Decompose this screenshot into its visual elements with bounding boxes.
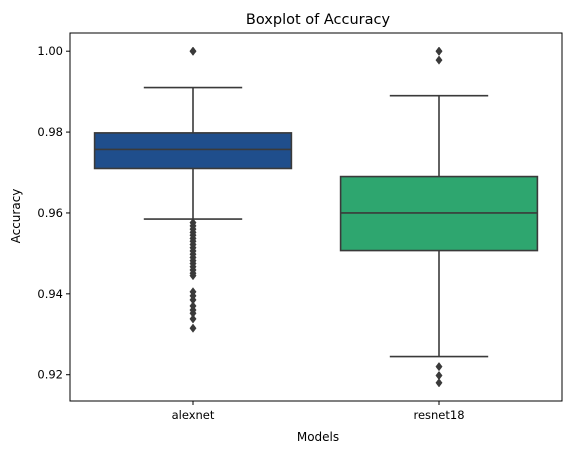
plot-area: 0.92 0.94 0.96 0.98 1.00 alexnet resnet18 (37, 32, 563, 422)
y-tick-label: 0.94 (37, 287, 63, 301)
x-tick-label: alexnet (172, 408, 215, 422)
x-tick-label: resnet18 (413, 408, 464, 422)
plot-frame (69, 32, 563, 402)
outlier-point (189, 323, 197, 333)
outlier-point (435, 55, 443, 65)
outlier-point (189, 271, 197, 281)
outlier-point (435, 362, 443, 372)
y-tick-label: 1.00 (37, 44, 63, 58)
box-alexnet (93, 46, 293, 333)
x-axis-label: Models (297, 430, 339, 444)
chart-title: Boxplot of Accuracy (246, 12, 391, 28)
y-tick-label: 0.96 (37, 206, 63, 220)
outlier-point (435, 378, 443, 388)
box-resnet18 (339, 46, 539, 388)
outlier-point (189, 314, 197, 324)
outlier-point (435, 46, 443, 56)
iqr-box (93, 132, 293, 170)
outlier-point (189, 46, 197, 56)
y-axis-label: Accuracy (9, 189, 23, 244)
y-tick-label: 0.92 (37, 368, 63, 382)
y-tick-label: 0.98 (37, 125, 63, 139)
